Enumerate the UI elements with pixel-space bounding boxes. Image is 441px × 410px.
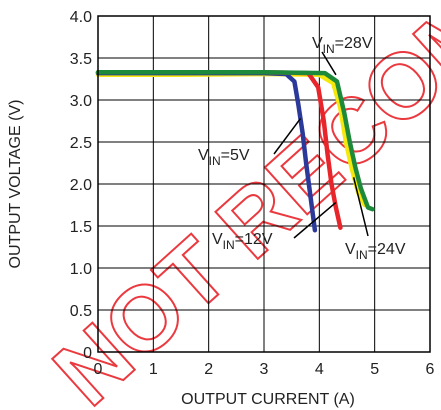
y-tick-label: 0.5 [70, 303, 92, 320]
annotation-label: VIN=24V [345, 241, 406, 262]
x-tick-label: 1 [149, 361, 158, 378]
y-tick-label: 1.0 [70, 261, 92, 278]
annotation-label-sub: IN [209, 154, 221, 168]
series-line-vin-28v [95, 70, 375, 212]
annotation-label: VIN=12V [212, 231, 273, 252]
annotation-label: VIN=5V [198, 147, 250, 168]
axis-layer: 0 1 2 3 4 5 6 0 0.5 1.0 1.5 2.0 2.5 3.0 3.5 4.0 [70, 9, 435, 378]
x-tick-label: 6 [426, 361, 435, 378]
annotation-label-suffix: =5V [221, 147, 250, 164]
annotation-label-sub: IN [223, 238, 235, 252]
annotation-label-main: V [212, 231, 223, 248]
plot-frame [97, 15, 431, 353]
x-tick-label: 3 [260, 361, 269, 378]
grid [97, 15, 431, 353]
annotation-label-sub: IN [323, 42, 335, 56]
y-tick-label: 1.5 [70, 219, 92, 236]
annotation-label-sub: IN [356, 248, 368, 262]
y-axis-label: OUTPUT VOLTAGE (V) [7, 100, 24, 269]
x-tick-label: 0 [94, 361, 103, 378]
y-tick-label: 3.5 [70, 51, 92, 68]
annotation-leader-line [293, 201, 337, 239]
y-tick-label: 3.0 [70, 93, 92, 110]
watermark-text: NOT RECOMMENDED FOR NEW DESIGNS [35, 0, 441, 410]
annotation-label-main: V [198, 147, 209, 164]
annotation-label-suffix: =28V [335, 35, 373, 52]
annotation-leader-line [321, 51, 337, 76]
x-tick-label: 5 [370, 361, 379, 378]
x-axis-label: OUTPUT CURRENT (A) [181, 391, 355, 408]
y-tick-label: 0 [83, 345, 92, 362]
x-tick-label: 4 [315, 361, 324, 378]
annotation-label-main: V [312, 35, 323, 52]
annotation-label-suffix: =24V [368, 241, 406, 258]
annotation-label-suffix: =12V [235, 231, 273, 248]
y-tick-label: 2.5 [70, 135, 92, 152]
x-tick-label: 2 [204, 361, 213, 378]
y-tick-label: 2.0 [70, 177, 92, 194]
annotation-leader-line [273, 118, 302, 155]
annotation-label: VIN=28V [312, 35, 373, 56]
y-tick-label: 4.0 [70, 9, 92, 26]
annotation-label-main: V [345, 241, 356, 258]
annotation-leader-line [352, 177, 369, 237]
watermark-layer: NOT RECOMMENDED FOR NEW DESIGNS [34, 0, 441, 410]
